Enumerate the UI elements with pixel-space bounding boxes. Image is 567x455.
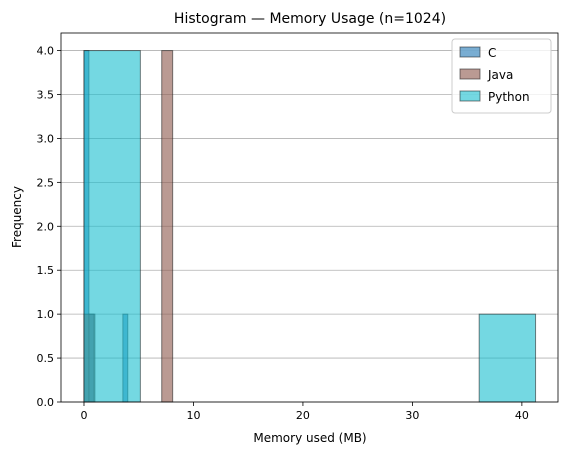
legend-swatch-java (459, 68, 481, 80)
x-tick-label-0: 0 (80, 409, 87, 422)
legend-label-python: Python (488, 90, 530, 104)
y-tick-label-6: 3.0 (37, 132, 55, 145)
y-tick-label-3: 1.5 (37, 264, 55, 277)
legend-swatch-c (459, 46, 481, 58)
y-tick-label-4: 2.0 (37, 220, 55, 233)
bar-python-1 (478, 313, 537, 403)
bar-python-0 (83, 50, 141, 403)
chart-title: Histogram — Memory Usage (n=1024) (174, 11, 446, 27)
y-tick-label-8: 4.0 (37, 45, 55, 58)
x-tick-label-1: 10 (186, 409, 200, 422)
x-tick-label-4: 40 (515, 409, 529, 422)
plot-frame (60, 32, 559, 403)
legend: C Java Python (451, 38, 552, 114)
histogram-bars (83, 50, 537, 403)
y-tick-label-1: 0.5 (37, 352, 55, 365)
y-tick-label-7: 3.5 (37, 89, 55, 102)
x-tick-label-2: 20 (296, 409, 310, 422)
y-axis-label: Frequency (10, 186, 24, 248)
axes: 0 10 20 30 40 0.0 0.5 1.0 1.5 2.0 2.5 3.0 3.5 4.0 (37, 32, 559, 422)
y-tick-label-0: 0.0 (37, 396, 55, 409)
x-tick-label-3: 30 (405, 409, 419, 422)
legend-label-c: C (488, 46, 496, 60)
x-axis-label: Memory used (MB) (253, 431, 366, 445)
bar-java-1 (161, 50, 174, 403)
y-tick-label-5: 2.5 (37, 176, 55, 189)
legend-swatch-python (459, 90, 481, 102)
legend-label-java: Java (487, 68, 513, 82)
y-tick-label-2: 1.0 (37, 308, 55, 321)
